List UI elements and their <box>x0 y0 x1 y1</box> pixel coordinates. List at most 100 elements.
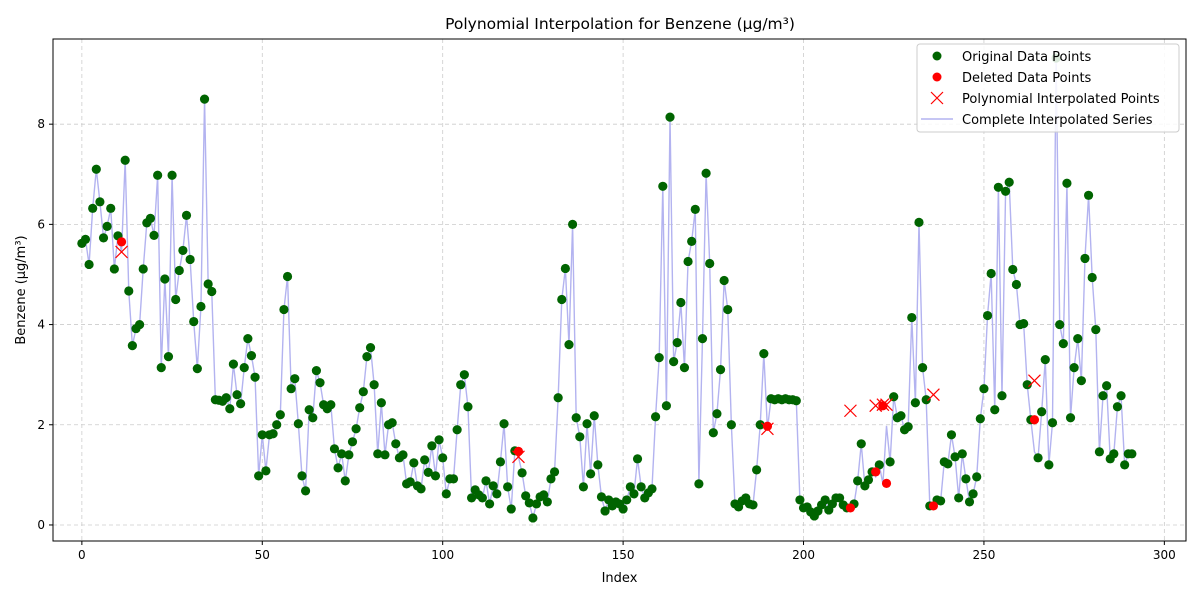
original-data-point <box>120 155 130 165</box>
original-data-point <box>304 405 314 415</box>
original-data-point <box>1062 178 1072 188</box>
original-data-point <box>315 378 325 388</box>
original-data-point <box>795 495 805 505</box>
original-data-point <box>373 449 383 459</box>
original-data-point <box>1120 460 1130 470</box>
y-axis-ticks: 0 2 4 6 8 <box>37 117 53 532</box>
original-data-point <box>297 471 307 481</box>
original-data-point <box>448 474 459 484</box>
original-data-point <box>236 399 246 409</box>
legend-box <box>916 43 1180 133</box>
original-data-point <box>903 422 913 432</box>
original-data-point <box>369 380 379 390</box>
original-data-point <box>254 471 264 481</box>
original-data-point <box>430 471 441 481</box>
original-data-point <box>885 457 895 467</box>
original-data-point <box>546 474 556 484</box>
original-data-point <box>409 458 419 468</box>
original-data-point <box>1083 190 1094 200</box>
original-data-point <box>492 489 502 499</box>
original-data-point <box>1033 453 1043 463</box>
original-data-point <box>560 263 570 274</box>
interpolated-point <box>926 388 940 402</box>
original-data-point <box>979 384 989 394</box>
original-data-point <box>1087 272 1097 283</box>
original-data-point <box>134 319 145 330</box>
original-data-point <box>946 430 957 440</box>
original-data-point <box>434 435 444 445</box>
original-data-point <box>485 499 495 509</box>
original-data-point <box>856 439 866 449</box>
original-data-point <box>910 398 920 408</box>
legend-label-series: Complete Interpolated Series <box>962 113 1153 128</box>
original-data-point <box>654 353 664 363</box>
original-data-point <box>982 310 993 321</box>
x-tick-label: 150 <box>612 548 635 562</box>
original-data-point <box>160 274 170 284</box>
original-data-point <box>629 489 639 499</box>
original-data-point <box>1000 186 1011 196</box>
original-data-point <box>239 363 249 373</box>
original-data-point <box>726 420 736 430</box>
original-data-point <box>423 467 433 477</box>
x-tick-label: 200 <box>792 548 815 562</box>
original-data-point <box>268 429 278 439</box>
x-axis-ticks: 0 50 100 150 200 250 300 <box>78 541 1176 562</box>
original-data-point <box>820 495 830 505</box>
original-data-point <box>625 482 635 492</box>
original-data-point <box>1080 253 1090 264</box>
original-data-point <box>647 484 657 494</box>
original-data-point <box>189 316 199 327</box>
original-data-point <box>225 404 235 414</box>
original-data-point <box>571 413 581 423</box>
original-data-point <box>156 363 166 373</box>
original-data-point <box>477 493 487 503</box>
y-axis-title: Benzene (μg/m³) <box>14 235 29 344</box>
original-data-point <box>593 460 603 470</box>
original-data-point <box>243 333 253 344</box>
original-data-point <box>972 472 982 482</box>
original-data-point <box>1055 319 1065 330</box>
original-data-point <box>531 499 542 509</box>
original-data-point <box>506 504 516 514</box>
interpolated-point <box>115 245 128 259</box>
original-data-point <box>564 340 574 350</box>
original-data-point <box>719 275 729 286</box>
interpolated-point <box>844 404 857 418</box>
original-data-point <box>355 403 365 413</box>
legend-label-deleted: Deleted Data Points <box>962 71 1092 86</box>
original-data-point <box>896 411 906 421</box>
original-data-point <box>954 493 964 503</box>
original-data-point <box>171 294 181 305</box>
original-data-point <box>145 213 156 223</box>
deleted-points-group <box>116 237 1040 513</box>
original-data-point <box>362 352 372 362</box>
original-data-point <box>387 418 397 428</box>
original-data-point <box>596 492 607 502</box>
interpolated-point <box>512 450 525 464</box>
original-data-point <box>964 497 975 507</box>
original-data-point <box>329 444 340 454</box>
deleted-data-point <box>513 446 524 456</box>
original-data-point <box>961 474 971 484</box>
original-data-point <box>853 476 863 486</box>
original-data-point <box>586 469 596 479</box>
original-data-point <box>791 396 801 406</box>
original-data-point <box>907 312 917 323</box>
original-data-point <box>174 265 184 276</box>
original-data-point <box>275 410 285 420</box>
deleted-data-point <box>881 478 892 488</box>
original-data-point <box>326 400 336 410</box>
original-data-point <box>863 475 874 485</box>
original-data-point <box>127 341 137 351</box>
original-data-point <box>1037 407 1047 417</box>
original-data-point <box>344 450 354 460</box>
original-data-point <box>755 420 765 430</box>
original-data-point <box>1011 279 1022 290</box>
original-data-point <box>196 301 206 312</box>
original-data-point <box>365 343 376 353</box>
original-data-point <box>124 286 134 296</box>
original-data-point <box>153 170 163 180</box>
original-data-point <box>290 374 300 384</box>
original-data-point <box>524 498 534 508</box>
